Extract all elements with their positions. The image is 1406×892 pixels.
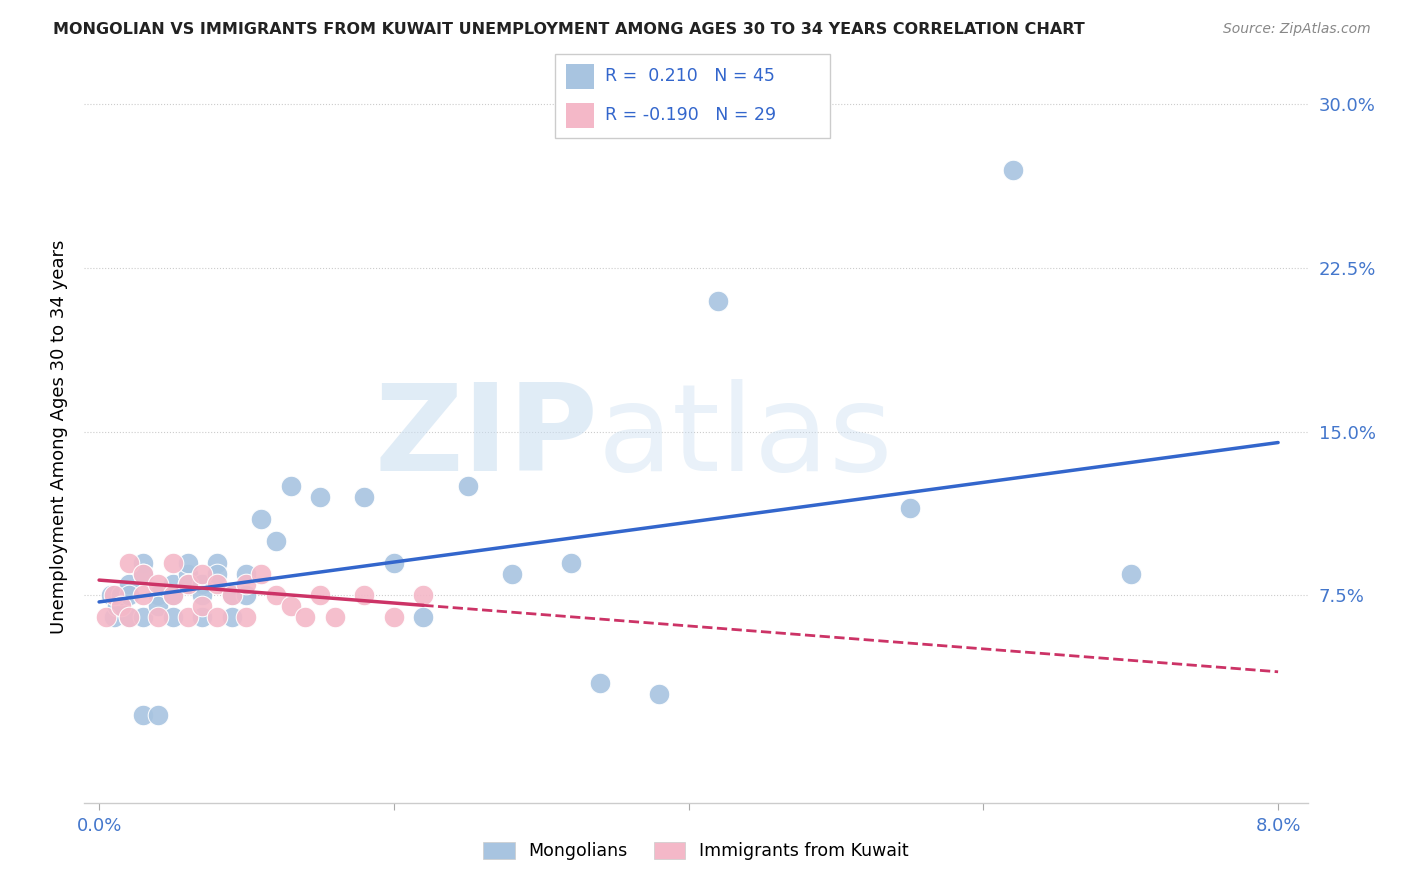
Bar	[567, 63, 593, 89]
Point	[176, 610, 198, 624]
Text: atlas: atlas	[598, 378, 894, 496]
Text: R = -0.190   N = 29: R = -0.190 N = 29	[605, 106, 776, 124]
Point	[191, 599, 214, 614]
Point	[117, 610, 139, 624]
Point	[235, 566, 257, 581]
Point	[412, 588, 434, 602]
Point	[221, 588, 243, 602]
Point	[382, 610, 405, 624]
Point	[146, 599, 169, 614]
Point	[280, 599, 302, 614]
Point	[132, 556, 155, 570]
Point	[96, 610, 118, 624]
Point	[648, 687, 671, 701]
Point	[132, 566, 155, 581]
Point	[162, 556, 184, 570]
Point	[353, 490, 375, 504]
Point	[117, 610, 139, 624]
Point	[280, 479, 302, 493]
Point	[205, 610, 228, 624]
Point	[110, 599, 132, 614]
Point	[205, 556, 228, 570]
Point	[412, 610, 434, 624]
Point	[176, 577, 198, 591]
Point	[146, 708, 169, 723]
Point	[323, 610, 346, 624]
Point	[191, 588, 214, 602]
Point	[162, 588, 184, 602]
Y-axis label: Unemployment Among Ages 30 to 34 years: Unemployment Among Ages 30 to 34 years	[49, 240, 67, 634]
Point	[146, 610, 169, 624]
Point	[353, 588, 375, 602]
Point	[146, 588, 169, 602]
Point	[264, 533, 287, 548]
Point	[117, 556, 139, 570]
Point	[176, 556, 198, 570]
Point	[589, 675, 612, 690]
Point	[162, 588, 184, 602]
Point	[103, 588, 125, 602]
Point	[264, 588, 287, 602]
FancyBboxPatch shape	[555, 54, 830, 138]
Point	[309, 588, 332, 602]
Point	[205, 566, 228, 581]
Point	[191, 566, 214, 581]
Point	[132, 708, 155, 723]
Point	[176, 577, 198, 591]
Text: Source: ZipAtlas.com: Source: ZipAtlas.com	[1223, 22, 1371, 37]
Point	[221, 588, 243, 602]
Point	[205, 577, 228, 591]
Point	[117, 588, 139, 602]
Point	[221, 610, 243, 624]
Point	[294, 610, 316, 624]
Point	[501, 566, 523, 581]
Point	[105, 599, 128, 614]
Point	[235, 610, 257, 624]
Point	[250, 566, 273, 581]
Point	[235, 577, 257, 591]
Point	[117, 577, 139, 591]
Point	[191, 577, 214, 591]
Point	[132, 610, 155, 624]
Point	[560, 556, 582, 570]
Point	[132, 566, 155, 581]
Point	[146, 577, 169, 591]
Bar	[567, 103, 593, 128]
Point	[1001, 162, 1024, 177]
Point	[162, 577, 184, 591]
Point	[162, 610, 184, 624]
Point	[132, 588, 155, 602]
Point	[898, 501, 921, 516]
Text: ZIP: ZIP	[374, 378, 598, 496]
Text: R =  0.210   N = 45: R = 0.210 N = 45	[605, 67, 775, 85]
Point	[235, 588, 257, 602]
Point	[110, 588, 132, 602]
Point	[707, 293, 730, 308]
Point	[1119, 566, 1142, 581]
Text: MONGOLIAN VS IMMIGRANTS FROM KUWAIT UNEMPLOYMENT AMONG AGES 30 TO 34 YEARS CORRE: MONGOLIAN VS IMMIGRANTS FROM KUWAIT UNEM…	[53, 22, 1085, 37]
Point	[309, 490, 332, 504]
Point	[191, 610, 214, 624]
Point	[176, 566, 198, 581]
Legend: Mongolians, Immigrants from Kuwait: Mongolians, Immigrants from Kuwait	[477, 835, 915, 867]
Point	[250, 512, 273, 526]
Point	[100, 588, 122, 602]
Point	[103, 610, 125, 624]
Point	[457, 479, 479, 493]
Point	[382, 556, 405, 570]
